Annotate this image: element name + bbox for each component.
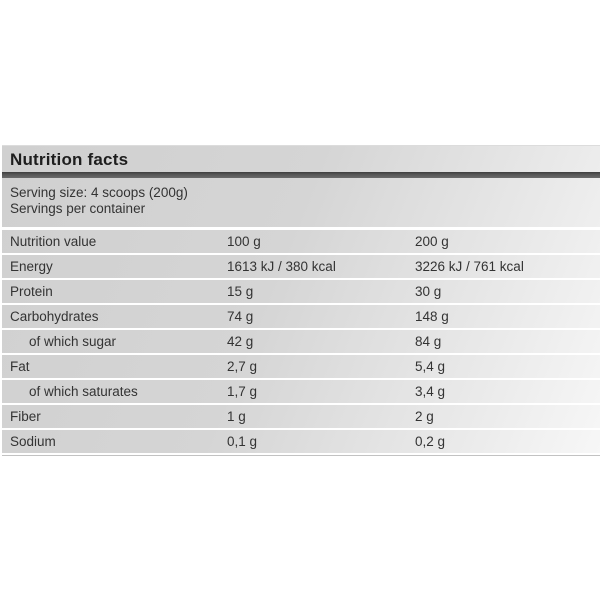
nutrition-facts-panel: Nutrition facts Serving size: 4 scoops (… <box>2 145 600 456</box>
value-per-200g: 30 g <box>415 284 442 299</box>
nutrient-label: Sodium <box>10 434 56 449</box>
table-header-row: Nutrition value 100 g 200 g <box>2 230 600 255</box>
table-row: Sodium 0,1 g 0,2 g <box>2 430 600 455</box>
nutrient-label: Fiber <box>10 409 41 424</box>
nutrient-label: Carbohydrates <box>10 309 99 324</box>
value-per-100g: 42 g <box>227 334 254 349</box>
value-per-100g: 1 g <box>227 409 246 424</box>
table-row: Fiber 1 g 2 g <box>2 405 600 430</box>
value-per-200g: 84 g <box>415 334 442 349</box>
value-per-100g: 74 g <box>227 309 254 324</box>
nutrient-label: Energy <box>10 259 53 274</box>
value-per-100g: 0,1 g <box>227 434 258 449</box>
value-per-200g: 3226 kJ / 761 kcal <box>415 259 524 274</box>
column-header-nutrition-value: Nutrition value <box>10 234 97 249</box>
serving-info: Serving size: 4 scoops (200g) Servings p… <box>2 178 600 230</box>
title-divider-bar <box>2 172 600 178</box>
table-body: Energy 1613 kJ / 380 kcal 3226 kJ / 761 … <box>2 255 600 455</box>
nutrient-label: of which sugar <box>29 334 117 349</box>
value-per-200g: 0,2 g <box>415 434 446 449</box>
value-per-200g: 148 g <box>415 309 449 324</box>
nutrient-label: Protein <box>10 284 53 299</box>
nutrient-label: of which saturates <box>29 384 138 399</box>
table-row: of which sugar 42 g 84 g <box>2 330 600 355</box>
value-per-100g: 1,7 g <box>227 384 258 399</box>
table-row: Energy 1613 kJ / 380 kcal 3226 kJ / 761 … <box>2 255 600 280</box>
nutrient-label: Fat <box>10 359 30 374</box>
value-per-100g: 2,7 g <box>227 359 258 374</box>
table-row: Carbohydrates 74 g 148 g <box>2 305 600 330</box>
nutrition-table: Nutrition value 100 g 200 g Energy 1613 … <box>2 230 600 455</box>
column-header-200g: 200 g <box>415 234 449 249</box>
table-row: of which saturates 1,7 g 3,4 g <box>2 380 600 405</box>
table-row: Fat 2,7 g 5,4 g <box>2 355 600 380</box>
table-row: Protein 15 g 30 g <box>2 280 600 305</box>
value-per-100g: 15 g <box>227 284 254 299</box>
value-per-200g: 3,4 g <box>415 384 446 399</box>
column-header-100g: 100 g <box>227 234 261 249</box>
panel-title: Nutrition facts <box>10 150 129 169</box>
value-per-200g: 2 g <box>415 409 434 424</box>
value-per-100g: 1613 kJ / 380 kcal <box>227 259 336 274</box>
value-per-200g: 5,4 g <box>415 359 446 374</box>
serving-size-text: Serving size: 4 scoops (200g) <box>10 185 188 200</box>
servings-per-container-text: Servings per container <box>10 201 146 216</box>
